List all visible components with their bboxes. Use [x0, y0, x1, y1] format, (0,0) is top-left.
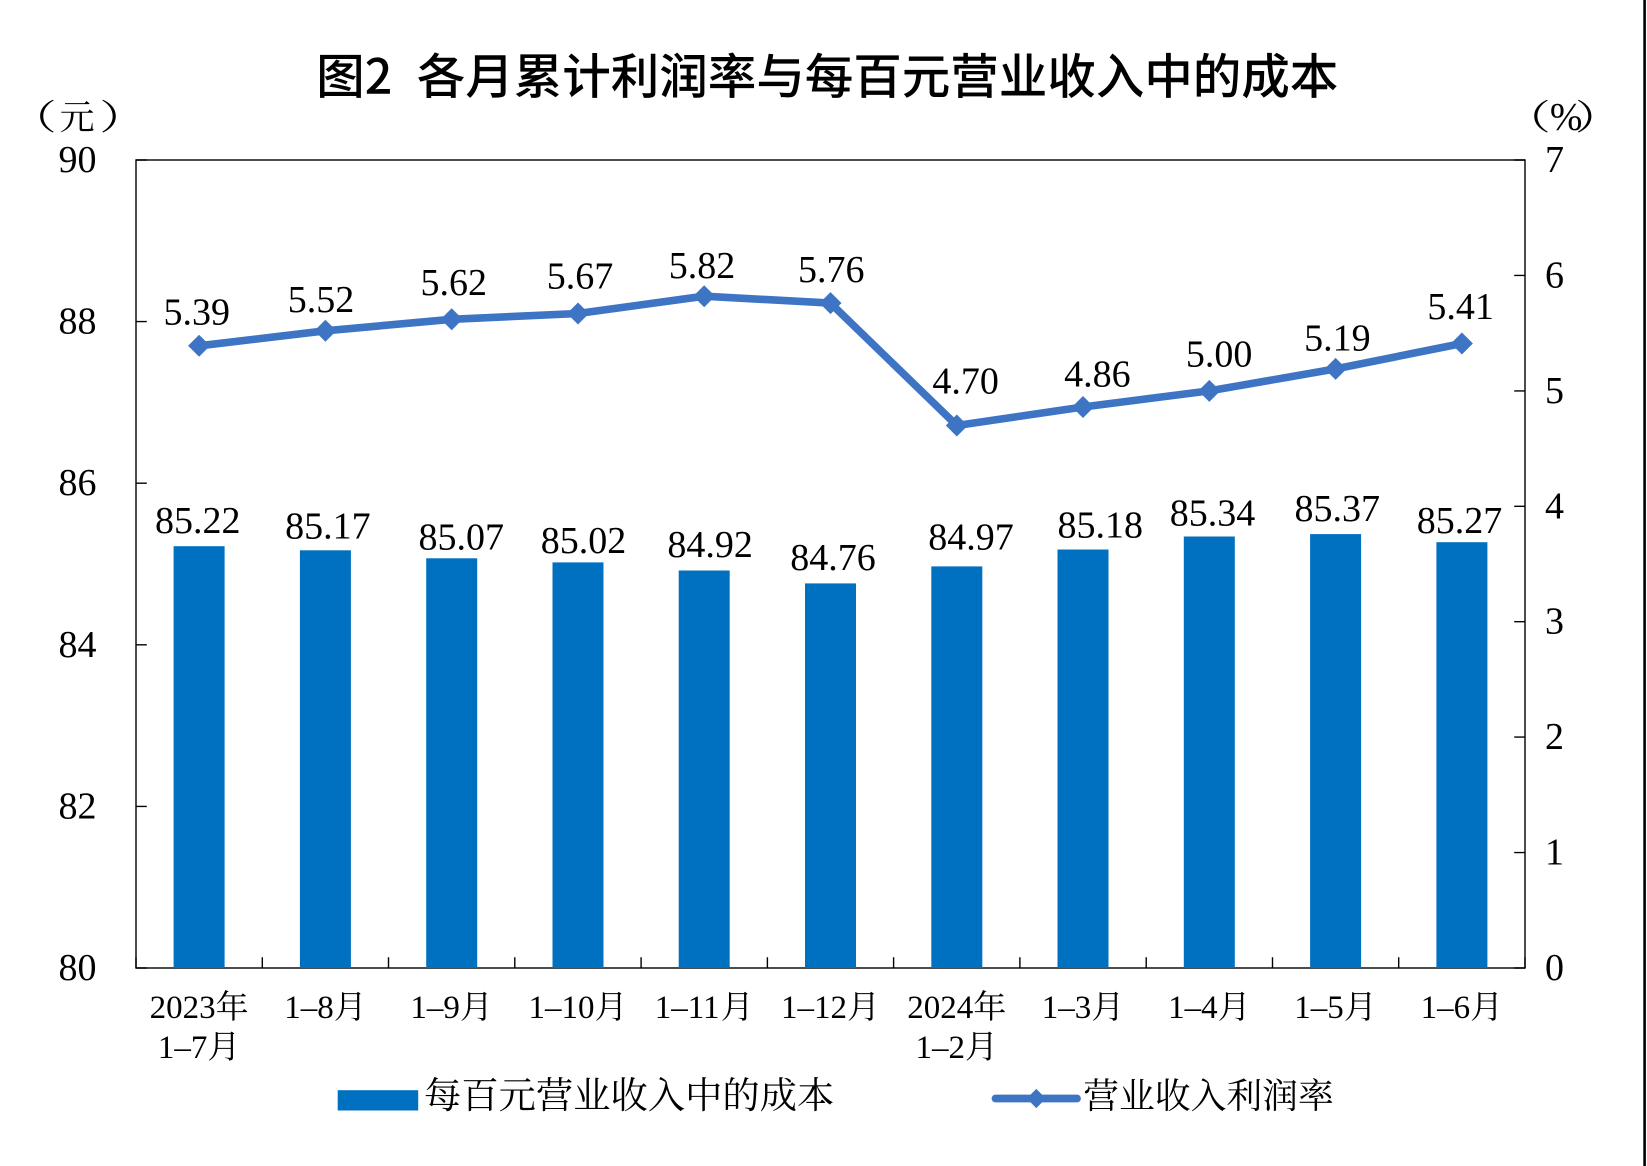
svg-text:1–8: 1–8: [284, 990, 334, 1026]
svg-text:1–9: 1–9: [410, 990, 460, 1026]
svg-text:85.27: 85.27: [1417, 500, 1503, 542]
svg-text:5.82: 5.82: [669, 245, 736, 287]
svg-text:1–6: 1–6: [1421, 990, 1471, 1026]
svg-text:4: 4: [1545, 485, 1564, 527]
svg-text:1–4: 1–4: [1168, 990, 1218, 1026]
svg-text:3: 3: [1545, 601, 1564, 643]
svg-text:85.02: 85.02: [541, 520, 627, 562]
svg-text:5: 5: [1545, 370, 1564, 412]
svg-text:84.92: 84.92: [667, 524, 753, 566]
svg-text:5.52: 5.52: [288, 279, 355, 321]
svg-text:85.17: 85.17: [285, 505, 371, 547]
svg-text:1–2: 1–2: [916, 1030, 966, 1066]
svg-text:88: 88: [59, 301, 97, 343]
svg-text:82: 82: [59, 785, 97, 827]
svg-text:%: %: [1550, 95, 1583, 138]
svg-text:1–3: 1–3: [1042, 990, 1092, 1026]
svg-text:84.76: 84.76: [790, 537, 876, 579]
svg-text:7: 7: [1545, 139, 1564, 181]
svg-text:90: 90: [59, 139, 97, 181]
svg-text:85.07: 85.07: [419, 517, 505, 559]
svg-text:5.00: 5.00: [1186, 333, 1253, 375]
svg-text:5.19: 5.19: [1304, 317, 1371, 359]
svg-text:85.22: 85.22: [155, 500, 241, 542]
svg-text:1–12: 1–12: [781, 990, 847, 1026]
svg-text:5.76: 5.76: [798, 249, 865, 291]
svg-text:84.97: 84.97: [928, 516, 1014, 558]
svg-text:85.34: 85.34: [1170, 493, 1256, 535]
svg-text:4.70: 4.70: [932, 361, 999, 403]
svg-text:2023: 2023: [150, 990, 216, 1026]
svg-text:84: 84: [59, 624, 97, 666]
svg-text:0: 0: [1545, 947, 1564, 989]
svg-text:5.41: 5.41: [1427, 286, 1494, 328]
svg-text:2024: 2024: [907, 990, 973, 1026]
svg-text:5.67: 5.67: [547, 255, 614, 297]
svg-text:1: 1: [1545, 832, 1564, 874]
svg-text:6: 6: [1545, 254, 1564, 296]
svg-text:5.39: 5.39: [163, 292, 230, 334]
svg-text:80: 80: [59, 947, 97, 989]
svg-text:5.62: 5.62: [420, 262, 487, 304]
svg-text:1–10: 1–10: [529, 990, 595, 1026]
svg-text:85.37: 85.37: [1295, 488, 1381, 530]
svg-text:86: 86: [59, 462, 97, 504]
svg-text:1–5: 1–5: [1294, 990, 1344, 1026]
svg-text:4.86: 4.86: [1064, 353, 1131, 395]
svg-text:1–7: 1–7: [158, 1030, 208, 1066]
svg-text:1–11: 1–11: [655, 990, 720, 1026]
svg-text:85.18: 85.18: [1058, 504, 1144, 546]
svg-text:2: 2: [1545, 716, 1564, 758]
